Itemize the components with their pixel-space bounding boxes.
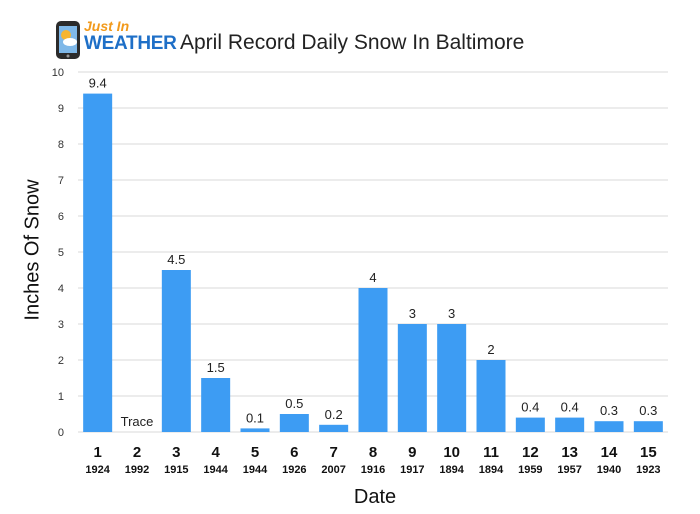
bar bbox=[437, 324, 467, 432]
y-tick-label: 6 bbox=[58, 211, 64, 223]
bar bbox=[594, 421, 624, 432]
logo-text-line1: Just In bbox=[84, 18, 130, 34]
y-tick-label: 10 bbox=[52, 67, 64, 79]
logo-text-line2: WEATHER bbox=[84, 33, 177, 54]
x-tick-label: 11 bbox=[483, 444, 499, 461]
year-label: 1917 bbox=[400, 464, 424, 476]
logo: Just In WEATHER bbox=[54, 18, 180, 62]
bar bbox=[240, 428, 270, 432]
x-tick-label: 6 bbox=[290, 444, 298, 461]
x-tick-label: 15 bbox=[640, 444, 657, 461]
year-label: 1957 bbox=[557, 464, 581, 476]
y-tick-label: 0 bbox=[58, 427, 64, 439]
data-label: 0.2 bbox=[325, 407, 343, 422]
chart-title: April Record Daily Snow In Baltimore bbox=[180, 31, 525, 54]
x-tick-label: 4 bbox=[211, 444, 220, 461]
data-label: 9.4 bbox=[89, 76, 107, 91]
x-tick-label: 5 bbox=[251, 444, 259, 461]
year-label: 1944 bbox=[243, 464, 268, 476]
data-label: Trace bbox=[121, 414, 154, 429]
y-tick-label: 7 bbox=[58, 175, 64, 187]
data-label: 0.1 bbox=[246, 410, 264, 425]
y-tick-label: 1 bbox=[58, 391, 64, 403]
y-tick-label: 5 bbox=[58, 247, 64, 259]
bar bbox=[555, 417, 585, 432]
year-label: 1916 bbox=[361, 464, 385, 476]
data-label: 2 bbox=[487, 342, 494, 357]
y-tick-label: 4 bbox=[58, 283, 64, 295]
bar bbox=[319, 424, 349, 432]
year-label: 1894 bbox=[439, 464, 464, 476]
year-label: 1924 bbox=[85, 464, 110, 476]
bar bbox=[161, 270, 191, 432]
phone-weather-icon bbox=[56, 21, 80, 59]
bar bbox=[515, 417, 545, 432]
y-tick-label: 3 bbox=[58, 319, 64, 331]
x-tick-label: 12 bbox=[522, 444, 539, 461]
year-label: 1923 bbox=[636, 464, 660, 476]
year-label: 1915 bbox=[164, 464, 188, 476]
bar bbox=[279, 414, 309, 432]
data-label: 3 bbox=[448, 306, 455, 321]
bar bbox=[83, 93, 113, 432]
year-label: 1940 bbox=[597, 464, 621, 476]
data-label: 4.5 bbox=[167, 252, 185, 267]
data-label: 0.5 bbox=[285, 396, 303, 411]
bar bbox=[201, 378, 231, 432]
bar bbox=[633, 421, 663, 432]
x-axis-label: Date bbox=[353, 486, 397, 508]
x-tick-label: 7 bbox=[329, 444, 337, 461]
data-label: 0.3 bbox=[600, 403, 618, 418]
x-tick-label: 10 bbox=[443, 444, 460, 461]
year-label: 1992 bbox=[125, 464, 149, 476]
bar bbox=[476, 360, 506, 432]
data-label: 0.3 bbox=[639, 403, 657, 418]
data-label: 1.5 bbox=[207, 360, 225, 375]
data-label: 3 bbox=[409, 306, 416, 321]
year-label: 2007 bbox=[321, 464, 345, 476]
data-label: 4 bbox=[369, 270, 376, 285]
year-label: 1944 bbox=[203, 464, 228, 476]
x-tick-label: 9 bbox=[408, 444, 416, 461]
data-label: 0.4 bbox=[561, 400, 579, 415]
year-label: 1926 bbox=[282, 464, 306, 476]
x-tick-label: 14 bbox=[601, 444, 618, 461]
year-label: 1894 bbox=[479, 464, 504, 476]
bar bbox=[358, 288, 388, 432]
y-tick-label: 9 bbox=[58, 103, 64, 115]
x-tick-label: 8 bbox=[369, 444, 377, 461]
x-tick-label: 1 bbox=[93, 444, 101, 461]
x-tick-label: 3 bbox=[172, 444, 180, 461]
year-label: 1959 bbox=[518, 464, 542, 476]
y-tick-label: 8 bbox=[58, 139, 64, 151]
bar bbox=[397, 324, 427, 432]
x-tick-label: 13 bbox=[561, 444, 578, 461]
x-tick-label: 2 bbox=[133, 444, 141, 461]
y-tick-label: 2 bbox=[58, 355, 64, 367]
data-label: 0.4 bbox=[521, 400, 539, 415]
